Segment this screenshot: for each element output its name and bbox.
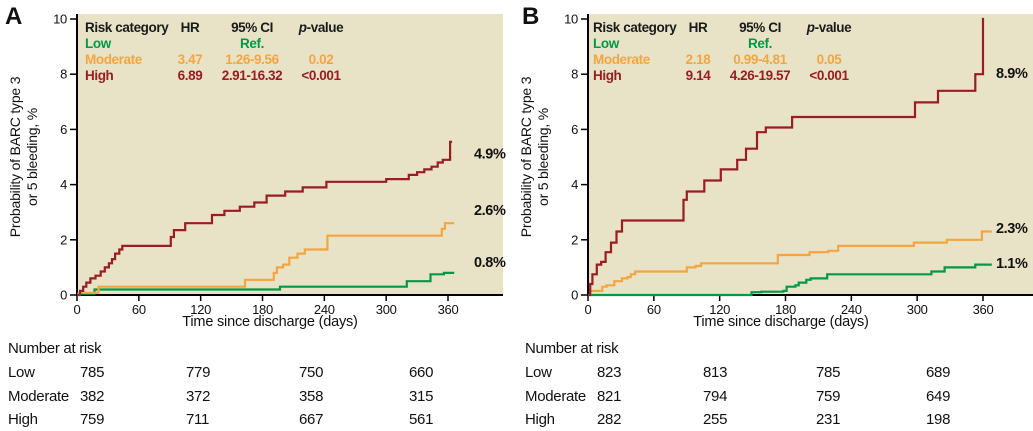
legend-row-moderate-name: Moderate: [593, 52, 650, 67]
legend-row-low-ci: Ref.: [748, 36, 772, 51]
y-tick-label: 0: [571, 288, 578, 303]
y-axis-label-line2: or 5 bleeding, %: [24, 108, 40, 206]
legend-header-ci: 95% CI: [739, 20, 781, 35]
curve-low: [588, 263, 992, 297]
y-tick-label: 4: [60, 177, 67, 192]
legend-row-moderate-hr: 2.18: [685, 52, 711, 67]
legend-row-moderate-ci: 0.99-4.81: [733, 52, 787, 67]
x-axis-label: Time since discharge (days): [693, 314, 868, 330]
x-tick-label: 0: [585, 302, 592, 317]
y-tick-label: 8: [571, 67, 578, 82]
number-at-risk-table: Number at risk Low 785 779 750 660 Moder…: [8, 340, 434, 428]
x-tick-label: 60: [647, 302, 661, 317]
risk-table-title: Number at risk: [525, 340, 619, 357]
end-label-low: 1.1%: [996, 256, 1028, 272]
y-tick-label: 8: [60, 67, 67, 82]
legend-row-high-ci: 4.26-19.57: [729, 68, 791, 83]
legend-row-low-ci: Ref.: [240, 36, 264, 51]
x-tick-label: 240: [841, 302, 862, 317]
legend-row-moderate-p: 0.05: [816, 52, 842, 67]
legend-row-moderate-name: Moderate: [85, 52, 142, 67]
y-axis-label-line2: or 5 bleeding, %: [535, 108, 551, 206]
y-tick-label: 0: [60, 288, 67, 303]
survival-plot-a: 0 2 4 6 8 10 0 60 120 180 240 300 360 0.8% 2.6% 4.9% Pr…: [7, 12, 506, 331]
x-tick-label: 240: [314, 302, 335, 317]
number-at-risk-table: Number at risk Low 823 813 785 689 Moder…: [525, 340, 951, 428]
plot-background: [588, 14, 1033, 295]
curve-low: [77, 271, 455, 295]
y-tick-label: 10: [564, 12, 578, 27]
end-label-moderate: 2.3%: [996, 221, 1028, 237]
y-tick-label: 2: [571, 232, 578, 247]
y-tick-label: 2: [60, 232, 67, 247]
curve-moderate: [588, 230, 992, 297]
legend-row-high-ci: 2.91-16.32: [221, 68, 283, 83]
legend-header-ci: 95% CI: [231, 20, 273, 35]
legend-row-high-name: High: [85, 68, 114, 83]
panel-letter: B: [522, 3, 539, 30]
x-tick-label: 120: [709, 302, 730, 317]
curve-moderate: [77, 222, 455, 297]
x-tick-label: 360: [438, 302, 459, 317]
risk-table-title: Number at risk: [8, 340, 102, 357]
legend-row-moderate-hr: 3.47: [177, 52, 203, 67]
x-tick-label: 360: [973, 302, 994, 317]
y-axis-label-line1: Probability of BARC type 3: [518, 76, 534, 237]
legend-header-risk: Risk category: [593, 20, 677, 35]
legend-header-hr: HR: [180, 20, 200, 35]
legend-row-moderate-p: 0.02: [308, 52, 334, 67]
x-tick-label: 180: [252, 302, 273, 317]
y-axis-label-line1: Probability of BARC type 3: [7, 76, 23, 237]
panel-a: 0 2 4 6 8 10 0 60 120 180 240 300 360 0.8% 2.6% 4.9% Pr…: [0, 0, 516, 431]
x-tick-label: 300: [907, 302, 928, 317]
end-label-low: 0.8%: [474, 255, 506, 271]
y-tick-label: 10: [53, 12, 67, 27]
x-tick-label: 300: [376, 302, 397, 317]
y-tick-label: 6: [571, 122, 578, 137]
legend-header-risk: Risk category: [85, 20, 169, 35]
legend-row-low-name: Low: [593, 36, 619, 51]
curve-high: [77, 140, 453, 297]
legend-row-low-name: Low: [85, 36, 111, 51]
x-axis-label: Time since discharge (days): [182, 314, 357, 330]
legend-header-pvalue: p-value: [298, 20, 344, 35]
panel-b: 0 2 4 6 8 10 0 60 120 180 240 300 360 1.1% 2.3% 8.9% Pr…: [517, 0, 1033, 431]
x-tick-label: 0: [74, 302, 81, 317]
legend-row-high-p: <0.001: [809, 68, 849, 83]
curve-high: [588, 17, 985, 297]
end-label-moderate: 2.6%: [474, 203, 506, 219]
plot-background: [77, 14, 503, 295]
y-tick-label: 4: [571, 177, 578, 192]
x-tick-label: 60: [132, 302, 146, 317]
legend-row-high-hr: 6.89: [177, 68, 203, 83]
legend-row-high-hr: 9.14: [685, 68, 711, 83]
x-tick-label: 180: [775, 302, 796, 317]
x-tick-label: 120: [190, 302, 211, 317]
legend-header-pvalue: p-value: [806, 20, 852, 35]
legend-table: Risk category HR 95% CI p-value Low Ref.…: [85, 20, 353, 84]
y-tick-label: 6: [60, 122, 67, 137]
legend-table: Risk category HR 95% CI p-value Low Ref.…: [593, 20, 861, 84]
survival-plot-b: 0 2 4 6 8 10 0 60 120 180 240 300 360 1.1% 2.3% 8.9% Pr…: [518, 12, 1033, 330]
legend-row-moderate-ci: 1.26-9.56: [225, 52, 279, 67]
panel-letter: A: [5, 3, 22, 30]
legend-row-high-name: High: [593, 68, 622, 83]
legend-row-high-p: <0.001: [301, 68, 341, 83]
legend-header-hr: HR: [688, 20, 708, 35]
end-label-high: 4.9%: [474, 147, 506, 163]
end-label-high: 8.9%: [996, 66, 1028, 82]
